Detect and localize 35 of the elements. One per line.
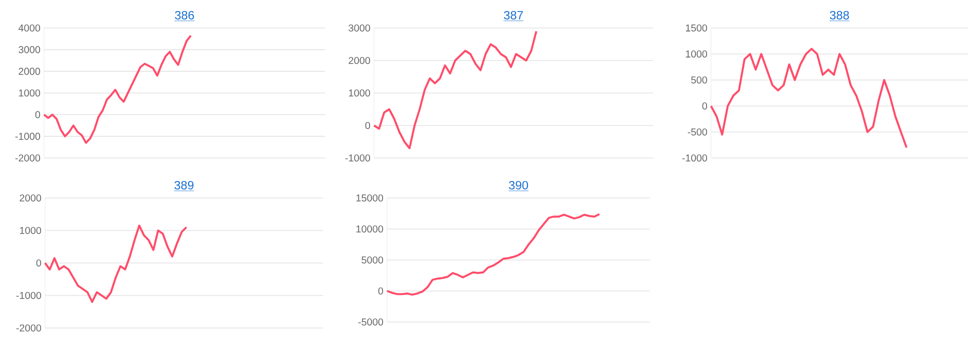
y-tick-label: 1000 xyxy=(349,89,370,97)
chart-title: 390 xyxy=(508,180,528,190)
y-tick-label: -1000 xyxy=(682,154,708,162)
y-tick-label: 2000 xyxy=(20,194,42,202)
y-tick-label: 2000 xyxy=(348,56,370,64)
chart-title: 386 xyxy=(174,10,194,20)
y-tick-label: 4000 xyxy=(18,24,40,32)
y-tick-label: 1000 xyxy=(686,50,708,58)
y-tick-label: 5000 xyxy=(362,256,384,264)
chart-title: 387 xyxy=(504,10,523,20)
chart-title: 389 xyxy=(174,180,194,190)
y-tick-label: 0 xyxy=(702,102,708,110)
y-tick-label: 1000 xyxy=(20,226,42,234)
y-tick-label: -500 xyxy=(688,128,708,136)
y-tick-label: -2000 xyxy=(15,154,40,162)
y-tick-label: 3000 xyxy=(18,46,40,54)
y-tick-label: 2000 xyxy=(18,68,40,75)
y-tick-label: 0 xyxy=(36,259,42,267)
y-tick-label: -5000 xyxy=(358,318,384,326)
y-tick-label: 0 xyxy=(365,122,370,130)
y-tick-label: 3000 xyxy=(348,24,370,32)
y-tick-label: 1500 xyxy=(686,24,708,32)
y-tick-label: 500 xyxy=(691,76,708,84)
y-tick-label: 0 xyxy=(378,287,384,295)
line-series xyxy=(373,30,538,150)
y-tick-label: -1000 xyxy=(15,132,40,140)
y-tick-label: -1000 xyxy=(16,292,42,300)
y-tick-label: 1000 xyxy=(19,89,40,97)
y-tick-label: -1000 xyxy=(345,154,370,162)
y-tick-label: 15000 xyxy=(356,194,384,202)
chart-title: 388 xyxy=(830,10,849,20)
y-tick-label: 10000 xyxy=(356,225,384,233)
line-series xyxy=(44,224,188,303)
y-tick-label: -2000 xyxy=(16,324,42,332)
y-tick-label: 0 xyxy=(35,111,40,118)
